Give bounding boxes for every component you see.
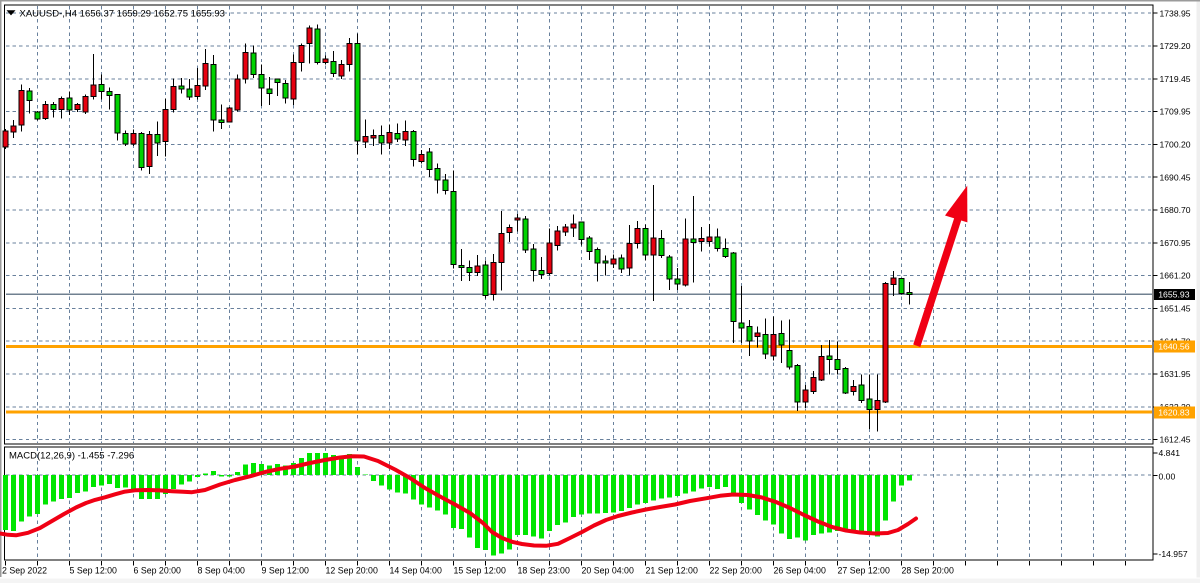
svg-text:18 Sep 23:00: 18 Sep 23:00 (518, 566, 570, 576)
svg-text:1700.20: 1700.20 (1160, 140, 1191, 150)
svg-text:1729.20: 1729.20 (1160, 41, 1191, 51)
svg-text:1612.45: 1612.45 (1160, 435, 1191, 445)
svg-text:2 Sep 2022: 2 Sep 2022 (2, 566, 47, 576)
svg-text:-14.957: -14.957 (1159, 549, 1188, 559)
svg-text:1738.95: 1738.95 (1160, 8, 1191, 18)
svg-text:0.00: 0.00 (1159, 472, 1176, 482)
svg-text:1655.93: 1655.93 (1158, 290, 1190, 300)
svg-text:1690.45: 1690.45 (1160, 172, 1191, 182)
svg-text:4.841: 4.841 (1159, 448, 1181, 458)
svg-text:1640.56: 1640.56 (1158, 342, 1190, 352)
svg-text:8 Sep 04:00: 8 Sep 04:00 (198, 566, 246, 576)
svg-text:12 Sep 20:00: 12 Sep 20:00 (326, 566, 378, 576)
svg-text:20 Sep 04:00: 20 Sep 04:00 (582, 566, 634, 576)
svg-text:MACD(12,26,9) -1.455 -7.296: MACD(12,26,9) -1.455 -7.296 (9, 450, 134, 461)
svg-text:15 Sep 12:00: 15 Sep 12:00 (454, 566, 506, 576)
svg-text:26 Sep 04:00: 26 Sep 04:00 (774, 566, 826, 576)
svg-text:1719.45: 1719.45 (1160, 74, 1191, 84)
svg-text:27 Sep 12:00: 27 Sep 12:00 (838, 566, 890, 576)
svg-text:5 Sep 12:00: 5 Sep 12:00 (70, 566, 118, 576)
svg-text:XAUUSD-,H4 1656.37 1659.29 165: XAUUSD-,H4 1656.37 1659.29 1652.75 1655.… (20, 9, 225, 20)
svg-text:21 Sep 12:00: 21 Sep 12:00 (646, 566, 698, 576)
svg-text:1661.20: 1661.20 (1160, 271, 1191, 281)
svg-text:1651.45: 1651.45 (1160, 304, 1191, 314)
svg-text:22 Sep 20:00: 22 Sep 20:00 (710, 566, 762, 576)
svg-text:1620.83: 1620.83 (1158, 408, 1190, 418)
svg-text:28 Sep 20:00: 28 Sep 20:00 (902, 566, 954, 576)
svg-text:14 Sep 04:00: 14 Sep 04:00 (390, 566, 442, 576)
svg-text:9 Sep 12:00: 9 Sep 12:00 (262, 566, 310, 576)
svg-text:1709.95: 1709.95 (1160, 107, 1191, 117)
svg-text:6 Sep 20:00: 6 Sep 20:00 (134, 566, 182, 576)
svg-text:1631.95: 1631.95 (1160, 369, 1191, 379)
svg-text:1670.95: 1670.95 (1160, 238, 1191, 248)
svg-text:1680.70: 1680.70 (1160, 205, 1191, 215)
